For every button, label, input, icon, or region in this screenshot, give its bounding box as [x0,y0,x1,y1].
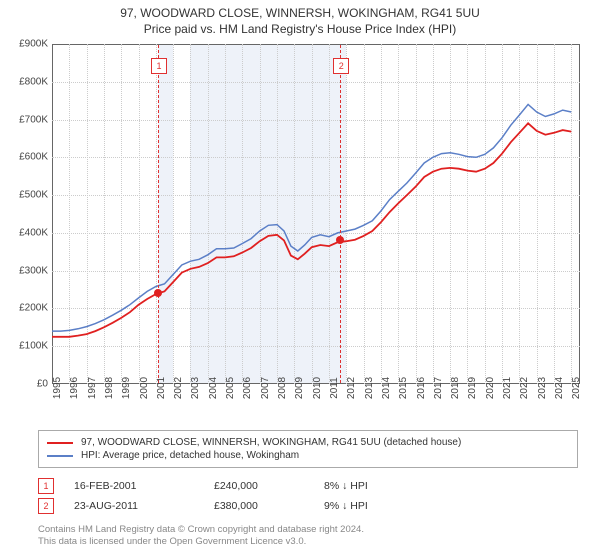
y-axis-label: £400K [0,227,48,238]
x-axis-label: 2002 [173,377,184,399]
marker-label: 2 [333,58,349,74]
x-axis-label: 1998 [104,377,115,399]
x-axis-label: 2003 [190,377,201,399]
sale-diff: 9% ↓ HPI [324,500,368,512]
x-axis-label: 2021 [502,377,513,399]
y-axis-label: £0 [0,379,48,390]
x-axis-label: 2013 [364,377,375,399]
sales-table: 1 16-FEB-2001 £240,000 8% ↓ HPI 2 23-AUG… [38,474,578,518]
x-axis-label: 1995 [52,377,63,399]
marker-label: 1 [151,58,167,74]
sale-row: 1 16-FEB-2001 £240,000 8% ↓ HPI [38,478,578,494]
x-axis-label: 2004 [208,377,219,399]
marker-line [158,45,159,383]
x-axis-label: 2011 [329,377,340,399]
x-axis-label: 2019 [467,377,478,399]
x-axis-label: 2015 [398,377,409,399]
legend-swatch-price-paid [47,442,73,444]
x-axis-label: 2016 [416,377,427,399]
series-hpi [52,104,571,331]
footer-line-2: This data is licensed under the Open Gov… [38,536,364,548]
legend-box: 97, WOODWARD CLOSE, WINNERSH, WOKINGHAM,… [38,430,578,468]
footer-line-1: Contains HM Land Registry data © Crown c… [38,524,364,536]
x-axis-label: 2020 [485,377,496,399]
legend-item-price-paid: 97, WOODWARD CLOSE, WINNERSH, WOKINGHAM,… [47,437,569,448]
x-axis-label: 2006 [242,377,253,399]
y-axis-label: £200K [0,303,48,314]
legend-label-price-paid: 97, WOODWARD CLOSE, WINNERSH, WOKINGHAM,… [81,437,461,448]
chart-area: 12 £0£100K£200K£300K£400K£500K£600K£700K… [52,44,580,384]
y-axis-label: £900K [0,39,48,50]
title-line-2: Price paid vs. HM Land Registry's House … [0,22,600,36]
line-series-svg [52,44,580,384]
sale-marker-icon: 2 [38,498,54,514]
sale-marker-icon: 1 [38,478,54,494]
x-axis-label: 2018 [450,377,461,399]
x-axis-label: 2017 [433,377,444,399]
legend-label-hpi: HPI: Average price, detached house, Woki… [81,450,299,461]
x-axis-label: 2024 [554,377,565,399]
y-axis-label: £700K [0,114,48,125]
sale-price: £240,000 [214,480,324,492]
x-axis-label: 2012 [346,377,357,399]
marker-point [154,289,162,297]
x-axis-label: 2025 [571,377,582,399]
x-axis-label: 2023 [537,377,548,399]
footer-attribution: Contains HM Land Registry data © Crown c… [38,524,364,549]
title-line-1: 97, WOODWARD CLOSE, WINNERSH, WOKINGHAM,… [0,6,600,20]
y-axis-label: £100K [0,341,48,352]
y-axis-label: £300K [0,265,48,276]
marker-line [340,45,341,383]
sale-date: 23-AUG-2011 [74,500,214,512]
y-axis-label: £600K [0,152,48,163]
sale-price: £380,000 [214,500,324,512]
sale-row: 2 23-AUG-2011 £380,000 9% ↓ HPI [38,498,578,514]
legend-swatch-hpi [47,455,73,457]
x-axis-label: 2022 [519,377,530,399]
sale-date: 16-FEB-2001 [74,480,214,492]
x-axis-label: 2010 [312,377,323,399]
marker-point [336,236,344,244]
x-axis-label: 2009 [294,377,305,399]
x-axis-label: 2014 [381,377,392,399]
x-axis-label: 2005 [225,377,236,399]
y-axis-label: £800K [0,76,48,87]
x-axis-label: 2000 [139,377,150,399]
x-axis-label: 1997 [87,377,98,399]
x-axis-label: 1999 [121,377,132,399]
y-axis-label: £500K [0,190,48,201]
x-axis-label: 2001 [156,377,167,399]
sale-diff: 8% ↓ HPI [324,480,368,492]
x-axis-label: 2007 [260,377,271,399]
legend-item-hpi: HPI: Average price, detached house, Woki… [47,450,569,461]
chart-title: 97, WOODWARD CLOSE, WINNERSH, WOKINGHAM,… [0,0,600,36]
x-axis-label: 2008 [277,377,288,399]
x-axis-label: 1996 [69,377,80,399]
